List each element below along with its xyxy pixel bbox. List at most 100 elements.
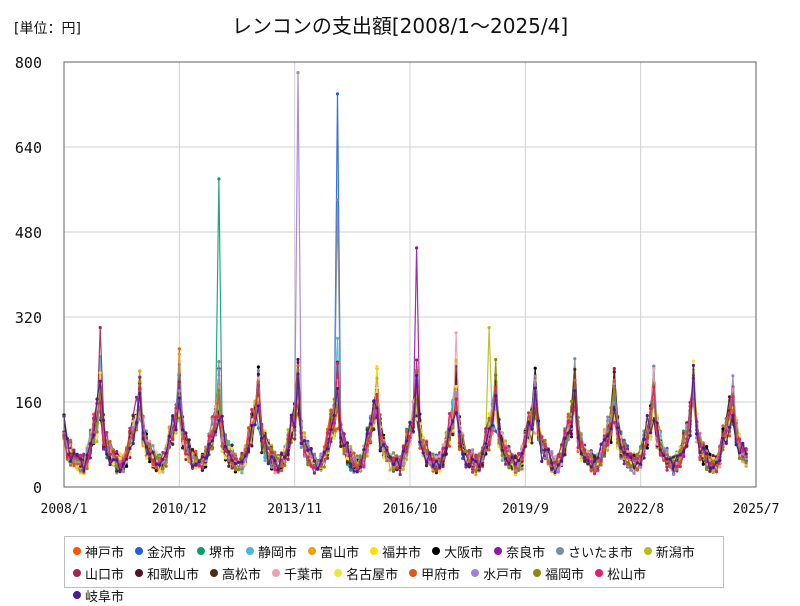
data-point — [293, 425, 297, 429]
legend-item: 福井市 — [368, 540, 421, 562]
data-point — [668, 465, 672, 469]
legend-item: 静岡市 — [244, 540, 297, 562]
data-point — [731, 413, 735, 418]
data-point — [744, 457, 748, 461]
data-point — [69, 459, 73, 463]
data-point — [88, 456, 92, 460]
data-point — [424, 440, 429, 444]
data-point — [421, 451, 425, 455]
data-point — [283, 455, 287, 459]
data-point — [415, 246, 419, 250]
data-point — [665, 459, 669, 463]
data-point — [230, 450, 234, 454]
data-point — [721, 427, 725, 431]
data-point — [415, 414, 419, 418]
data-point — [408, 435, 412, 439]
data-point — [520, 444, 524, 448]
data-point — [151, 450, 155, 454]
data-point — [217, 414, 221, 418]
legend-marker — [73, 547, 81, 555]
data-point — [480, 452, 485, 456]
data-point — [138, 380, 142, 384]
data-point — [612, 382, 616, 386]
data-point — [303, 449, 307, 453]
data-point — [645, 414, 649, 418]
data-point — [602, 454, 607, 458]
data-point — [105, 452, 109, 456]
data-point — [560, 459, 564, 463]
data-point — [480, 459, 485, 463]
data-point — [625, 444, 630, 448]
x-tick-label: 2019/9 — [502, 502, 549, 517]
data-point — [339, 436, 343, 440]
data-point — [622, 462, 626, 466]
data-point — [273, 459, 277, 463]
x-tick-label: 2016/10 — [383, 502, 438, 517]
data-point — [553, 470, 557, 475]
data-point — [349, 453, 353, 458]
legend-marker — [135, 569, 144, 577]
data-point — [148, 452, 152, 456]
data-point — [246, 447, 251, 451]
data-point — [563, 436, 567, 440]
data-point — [583, 456, 587, 460]
data-point — [589, 450, 593, 454]
data-point — [256, 404, 260, 408]
data-point — [589, 455, 593, 459]
data-point — [111, 458, 115, 462]
data-point — [332, 413, 336, 417]
data-point — [72, 451, 76, 455]
data-point — [349, 445, 353, 449]
data-point — [355, 456, 359, 460]
data-point — [171, 442, 175, 446]
data-point — [665, 453, 669, 457]
data-point — [665, 468, 669, 472]
data-point — [355, 470, 359, 474]
data-point — [447, 412, 452, 416]
data-point — [737, 433, 742, 437]
data-point — [533, 386, 537, 390]
data-point — [276, 457, 280, 461]
data-point — [711, 470, 715, 474]
data-point — [217, 419, 221, 423]
data-point — [441, 453, 445, 457]
data-point — [533, 374, 537, 378]
data-point — [72, 448, 76, 452]
x-tick-label: 2010/12 — [152, 502, 207, 517]
data-point — [517, 461, 521, 465]
data-point — [714, 457, 719, 461]
data-point — [391, 457, 396, 461]
data-point — [382, 456, 386, 460]
data-point — [639, 446, 643, 450]
data-point — [691, 363, 696, 368]
data-point — [388, 455, 392, 459]
data-point — [349, 468, 353, 472]
data-point — [144, 445, 148, 449]
data-point — [484, 429, 488, 433]
data-point — [214, 415, 218, 419]
data-point — [131, 425, 135, 429]
x-tick-label: 2013/11 — [267, 502, 322, 517]
data-point — [454, 331, 458, 335]
data-point — [263, 447, 267, 452]
data-point — [368, 431, 373, 435]
data-point — [527, 421, 531, 425]
data-point — [385, 457, 389, 461]
data-point — [711, 459, 715, 463]
legend-item: 堺市 — [195, 540, 235, 562]
data-point — [378, 447, 382, 451]
data-point — [612, 378, 616, 382]
legend-label: 福岡市 — [545, 567, 585, 583]
data-point — [543, 443, 547, 447]
series-line — [63, 365, 747, 475]
data-point — [115, 469, 119, 473]
series-lines — [62, 71, 748, 477]
data-point — [543, 438, 547, 442]
data-point — [359, 468, 363, 472]
data-point — [217, 360, 221, 364]
data-point — [306, 441, 310, 445]
data-point — [438, 465, 442, 469]
data-point — [69, 463, 73, 467]
data-point — [296, 372, 300, 376]
data-point — [438, 469, 442, 473]
